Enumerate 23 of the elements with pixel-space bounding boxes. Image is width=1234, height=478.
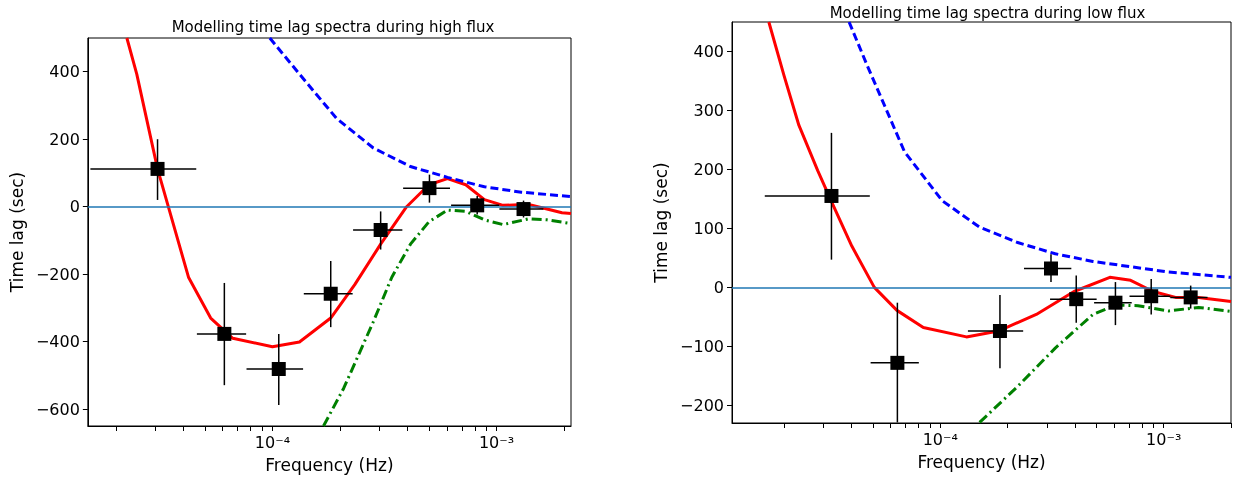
y-tick-label: 100 — [693, 218, 724, 238]
y-tick-label: 300 — [693, 100, 724, 120]
y-tick-label: −400 — [35, 332, 80, 352]
chart-title: Modelling time lag spectra during low flux — [829, 3, 1146, 22]
y-tick-label: −100 — [680, 336, 724, 356]
y-tick-label: −200 — [680, 395, 724, 415]
y-tick-label: 200 — [693, 159, 724, 179]
y-tick-label: 400 — [49, 62, 80, 82]
chart-title: Modelling time lag spectra during high flux — [171, 17, 495, 36]
y-axis-title: Time lag (sec) — [650, 162, 671, 284]
y-tick-label: 0 — [69, 197, 80, 217]
y-axis-title: Time lag (sec) — [6, 171, 27, 294]
x-tick-label: 10⁻³ — [1146, 429, 1182, 449]
x-tick-label: 10⁻⁴ — [922, 429, 958, 449]
x-tick-label: 10⁻³ — [478, 432, 515, 452]
x-axis-title: Frequency (Hz) — [917, 451, 1046, 472]
y-tick-label: 0 — [713, 277, 724, 297]
y-tick-label: −200 — [35, 264, 80, 284]
y-tick-label: 200 — [49, 129, 80, 149]
y-tick-label: 400 — [693, 41, 724, 61]
x-axis-title: Frequency (Hz) — [265, 454, 394, 475]
x-tick-label: 10⁻⁴ — [254, 432, 291, 452]
y-tick-label: −600 — [35, 399, 80, 419]
